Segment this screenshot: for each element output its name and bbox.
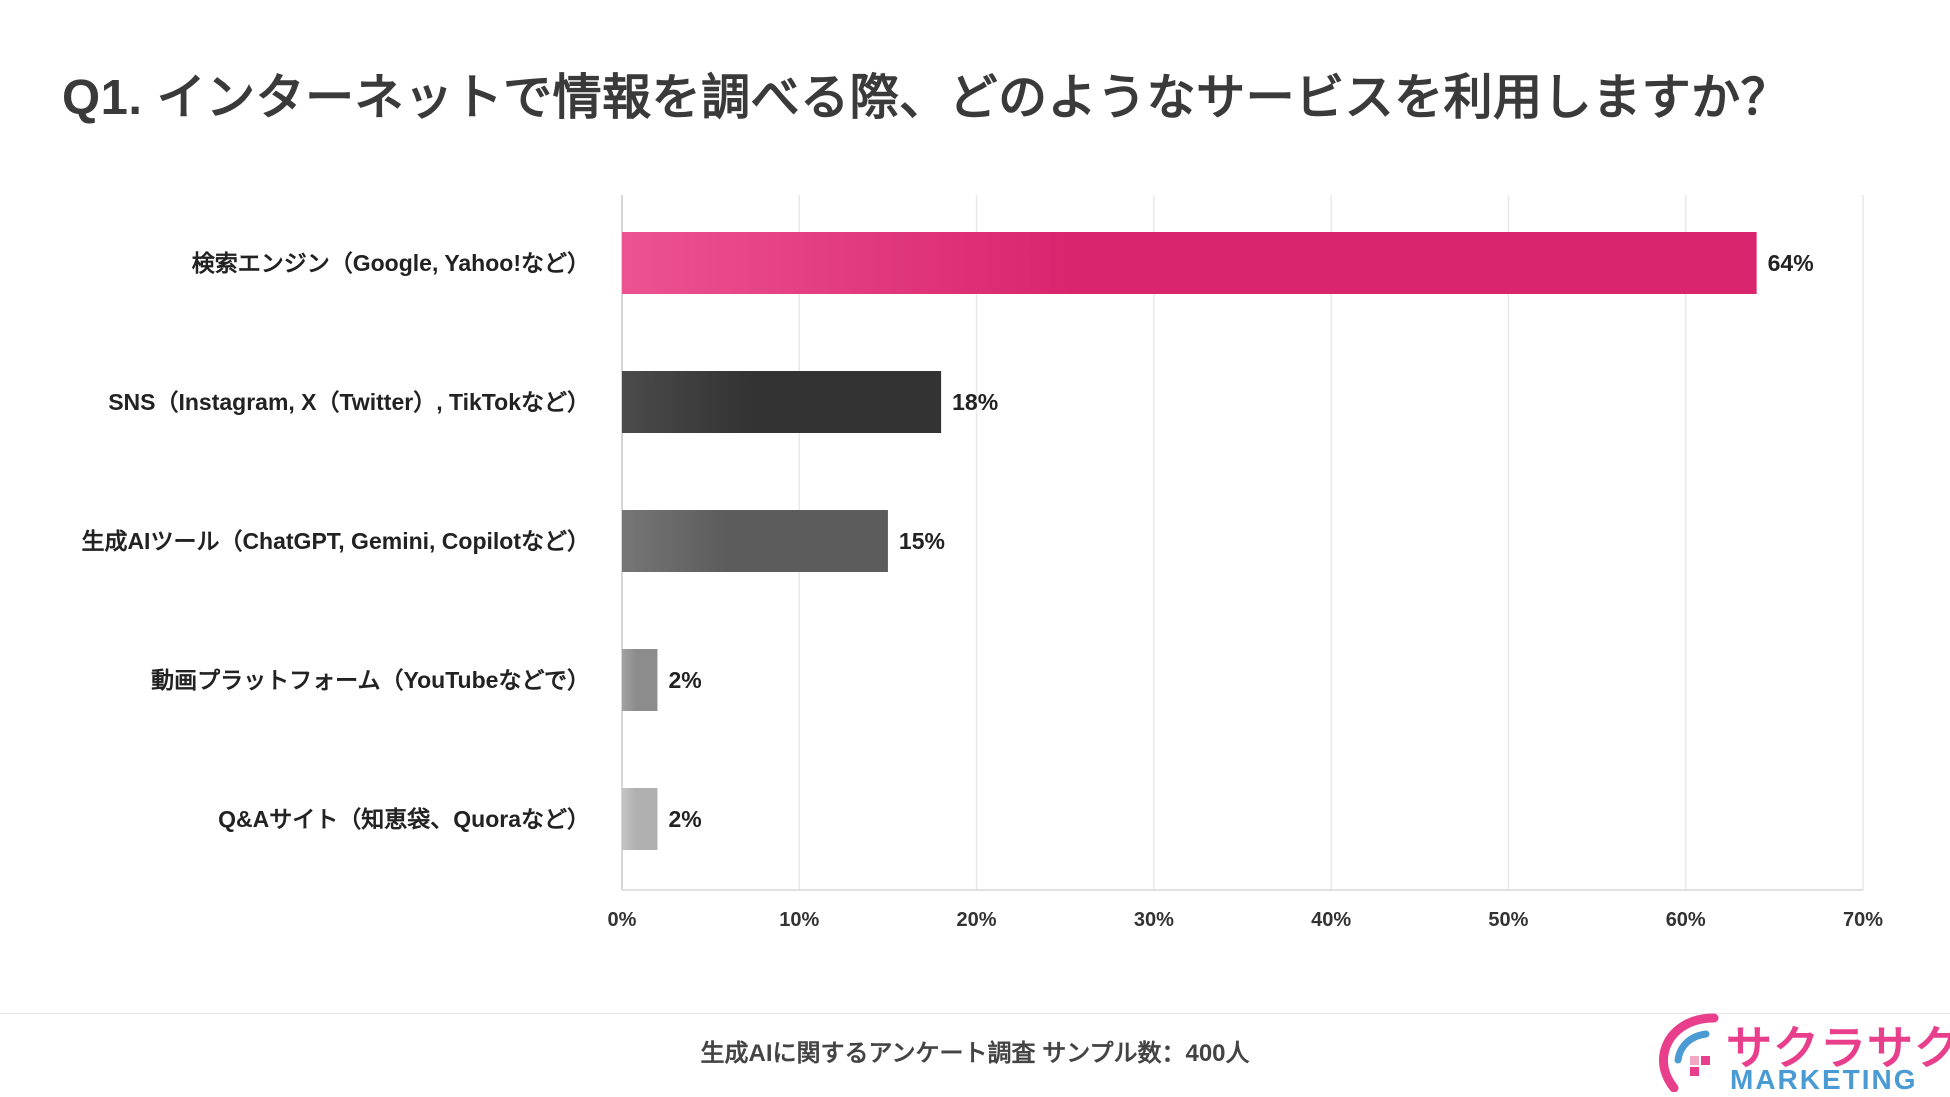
value-labels: 64% 18% 15% 2% 2% [668,250,1813,832]
brand-name: サクラサク [1726,1022,1950,1074]
data-label: 2% [668,667,701,693]
bar [622,510,888,572]
x-tick-label: 60% [1666,909,1706,931]
data-label: 2% [668,806,701,832]
category-label: 生成AIツール（ChatGPT, Gemini, Copilotなど） [81,528,590,554]
bar [622,649,658,711]
data-label: 18% [952,389,998,415]
x-tick-label: 70% [1843,909,1883,931]
category-labels: 検索エンジン（Google, Yahoo!など） SNS（Instagram, X… [81,250,590,832]
x-tick-label: 10% [779,909,819,931]
category-label: 動画プラットフォーム（YouTubeなどで） [151,667,590,693]
category-label: SNS（Instagram, X（Twitter）, TikTokなど） [108,389,590,415]
bar-chart: 検索エンジン（Google, Yahoo!など） SNS（Instagram, X… [81,195,1884,931]
bar [622,788,658,850]
sakura-logo-icon [1659,1013,1719,1092]
x-tick-label: 40% [1311,909,1351,931]
x-tick-label: 20% [957,909,997,931]
bars [622,232,1757,850]
x-tick-label: 50% [1488,909,1528,931]
x-tick-label: 0% [608,909,637,931]
footer-divider [0,1013,1950,1014]
bar [622,371,942,433]
category-label: Q&Aサイト（知恵袋、Quoraなど） [218,806,590,832]
x-tick-label: 30% [1134,909,1174,931]
data-label: 15% [899,528,945,554]
data-label: 64% [1768,250,1814,276]
page-title: Q1. インターネットで情報を調べる際、どのようなサービスを利用しますか？ [62,71,1791,125]
category-label: 検索エンジン（Google, Yahoo!など） [192,250,590,276]
x-axis-ticks: 0% 10% 20% 30% 40% 50% 60% 70% [608,909,1884,931]
bar [622,232,1757,294]
brand-logo: サクラサク MARKETING [1650,1008,1950,1097]
footer-note: 生成AIに関するアンケート調査 サンプル数：400人 [700,1040,1250,1067]
brand-subtitle: MARKETING [1730,1064,1918,1095]
